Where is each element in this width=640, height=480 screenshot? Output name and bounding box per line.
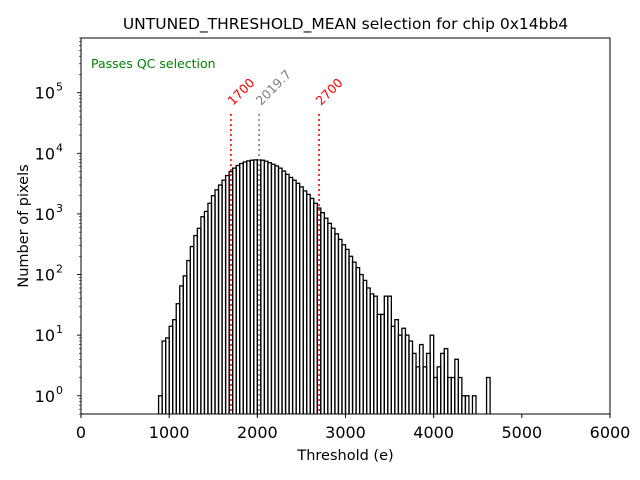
histogram-bars (157, 159, 491, 414)
x-axis-label: Threshold (e) (296, 448, 393, 464)
chart-title: UNTUNED_THRESHOLD_MEAN selection for chi… (123, 15, 568, 34)
x-tick-label: 5000 (501, 423, 542, 442)
x-tick-label: 0 (76, 423, 86, 442)
histogram-bin (471, 395, 477, 414)
y-tick-exponent: 4 (56, 141, 63, 154)
y-tick-label: 10 (35, 205, 55, 224)
y-tick-exponent: 1 (56, 323, 63, 336)
y-tick-label: 10 (35, 326, 55, 345)
y-tick-exponent: 3 (56, 202, 63, 215)
y-tick-exponent: 0 (56, 384, 63, 397)
y-tick-exponent: 2 (56, 263, 63, 276)
threshold-label: 2700 (313, 75, 346, 108)
y-tick-label: 10 (35, 387, 55, 406)
y-axis-label: Number of pixels (16, 164, 32, 287)
y-tick-label: 10 (35, 144, 55, 163)
histogram-bin (485, 376, 491, 414)
threshold-label: 2019.7 (253, 67, 295, 109)
x-tick-label: 6000 (590, 423, 631, 442)
plot-area (157, 159, 491, 414)
threshold-label: 1700 (224, 75, 257, 108)
x-tick-label: 2000 (237, 423, 278, 442)
x-tick-label: 1000 (149, 423, 190, 442)
histogram-bin (464, 395, 470, 414)
x-tick-label: 4000 (413, 423, 454, 442)
y-tick-exponent: 5 (56, 81, 63, 94)
y-tick-label: 10 (35, 266, 55, 285)
qc-annotation: Passes QC selection (91, 56, 216, 71)
y-tick-label: 10 (35, 84, 55, 103)
x-tick-label: 3000 (325, 423, 366, 442)
x-axis: 0 1000 2000 3000 4000 5000 6000 (76, 414, 630, 442)
